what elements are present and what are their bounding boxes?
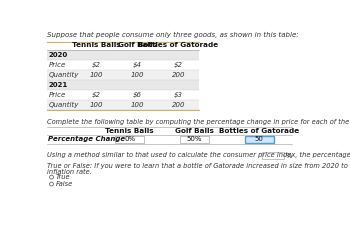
Text: Quantity: Quantity — [48, 72, 79, 78]
Text: 2020: 2020 — [48, 52, 68, 58]
Text: True: True — [55, 174, 70, 180]
Text: Price: Price — [48, 92, 66, 98]
Text: $3: $3 — [174, 92, 183, 98]
Text: 200: 200 — [172, 102, 185, 108]
Bar — [180, 136, 209, 143]
Text: %: % — [286, 153, 292, 159]
Text: Percentage Change: Percentage Change — [48, 136, 126, 142]
Text: Tennis Balls: Tennis Balls — [105, 128, 154, 134]
Text: Quantity: Quantity — [48, 102, 79, 108]
Text: Golf Balls: Golf Balls — [118, 42, 157, 48]
Text: $2: $2 — [92, 92, 101, 98]
Text: 200: 200 — [172, 72, 185, 78]
Text: 50: 50 — [255, 136, 264, 142]
Text: Tennis Balls: Tennis Balls — [72, 42, 121, 48]
Text: 50%: 50% — [187, 136, 202, 142]
Text: False: False — [55, 181, 73, 187]
Text: Using a method similar to that used to calculate the consumer price index, the p: Using a method similar to that used to c… — [47, 152, 350, 158]
Text: inflation rate.: inflation rate. — [47, 169, 92, 175]
Text: Complete the following table by computing the percentage change in price for eac: Complete the following table by computin… — [47, 119, 350, 125]
Text: $6: $6 — [133, 92, 142, 98]
Bar — [262, 152, 284, 159]
Text: Bottles of Gatorade: Bottles of Gatorade — [219, 128, 299, 134]
Bar — [47, 60, 199, 70]
Bar — [47, 100, 199, 110]
Bar — [47, 80, 199, 90]
Text: $4: $4 — [133, 62, 142, 68]
Text: 100: 100 — [131, 102, 144, 108]
Bar — [47, 90, 199, 100]
Bar — [47, 70, 199, 80]
Bar — [245, 136, 274, 143]
Text: 0%: 0% — [124, 136, 135, 142]
Text: Price: Price — [48, 62, 66, 68]
Text: $2: $2 — [174, 62, 183, 68]
Text: 100: 100 — [90, 102, 104, 108]
Text: Golf Balls: Golf Balls — [175, 128, 214, 134]
Text: 100: 100 — [131, 72, 144, 78]
Bar — [47, 135, 292, 144]
Text: $2: $2 — [92, 62, 101, 68]
Text: Suppose that people consume only three goods, as shown in this table:: Suppose that people consume only three g… — [47, 32, 299, 39]
Text: 100: 100 — [90, 72, 104, 78]
Bar — [115, 136, 144, 143]
Bar — [47, 50, 199, 60]
Text: Bottles of Gatorade: Bottles of Gatorade — [138, 42, 218, 48]
Text: True or False: If you were to learn that a bottle of Gatorade increased in size : True or False: If you were to learn that… — [47, 163, 350, 169]
Text: 2021: 2021 — [48, 82, 68, 88]
